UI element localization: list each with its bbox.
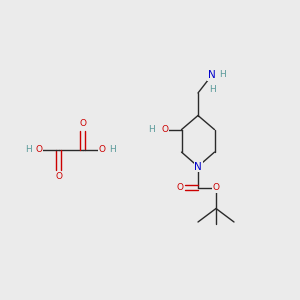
- Text: N: N: [208, 70, 215, 80]
- Text: H: H: [109, 146, 116, 154]
- Text: H: H: [219, 70, 225, 79]
- Text: N: N: [194, 161, 202, 172]
- Text: H: H: [148, 125, 155, 134]
- Text: O: O: [98, 146, 106, 154]
- Text: O: O: [35, 146, 43, 154]
- Text: O: O: [161, 125, 169, 134]
- Text: O: O: [55, 172, 62, 181]
- Text: O: O: [176, 183, 184, 192]
- Text: H: H: [210, 85, 216, 94]
- Text: H: H: [25, 146, 32, 154]
- Text: O: O: [212, 183, 220, 192]
- Text: O: O: [79, 119, 86, 128]
